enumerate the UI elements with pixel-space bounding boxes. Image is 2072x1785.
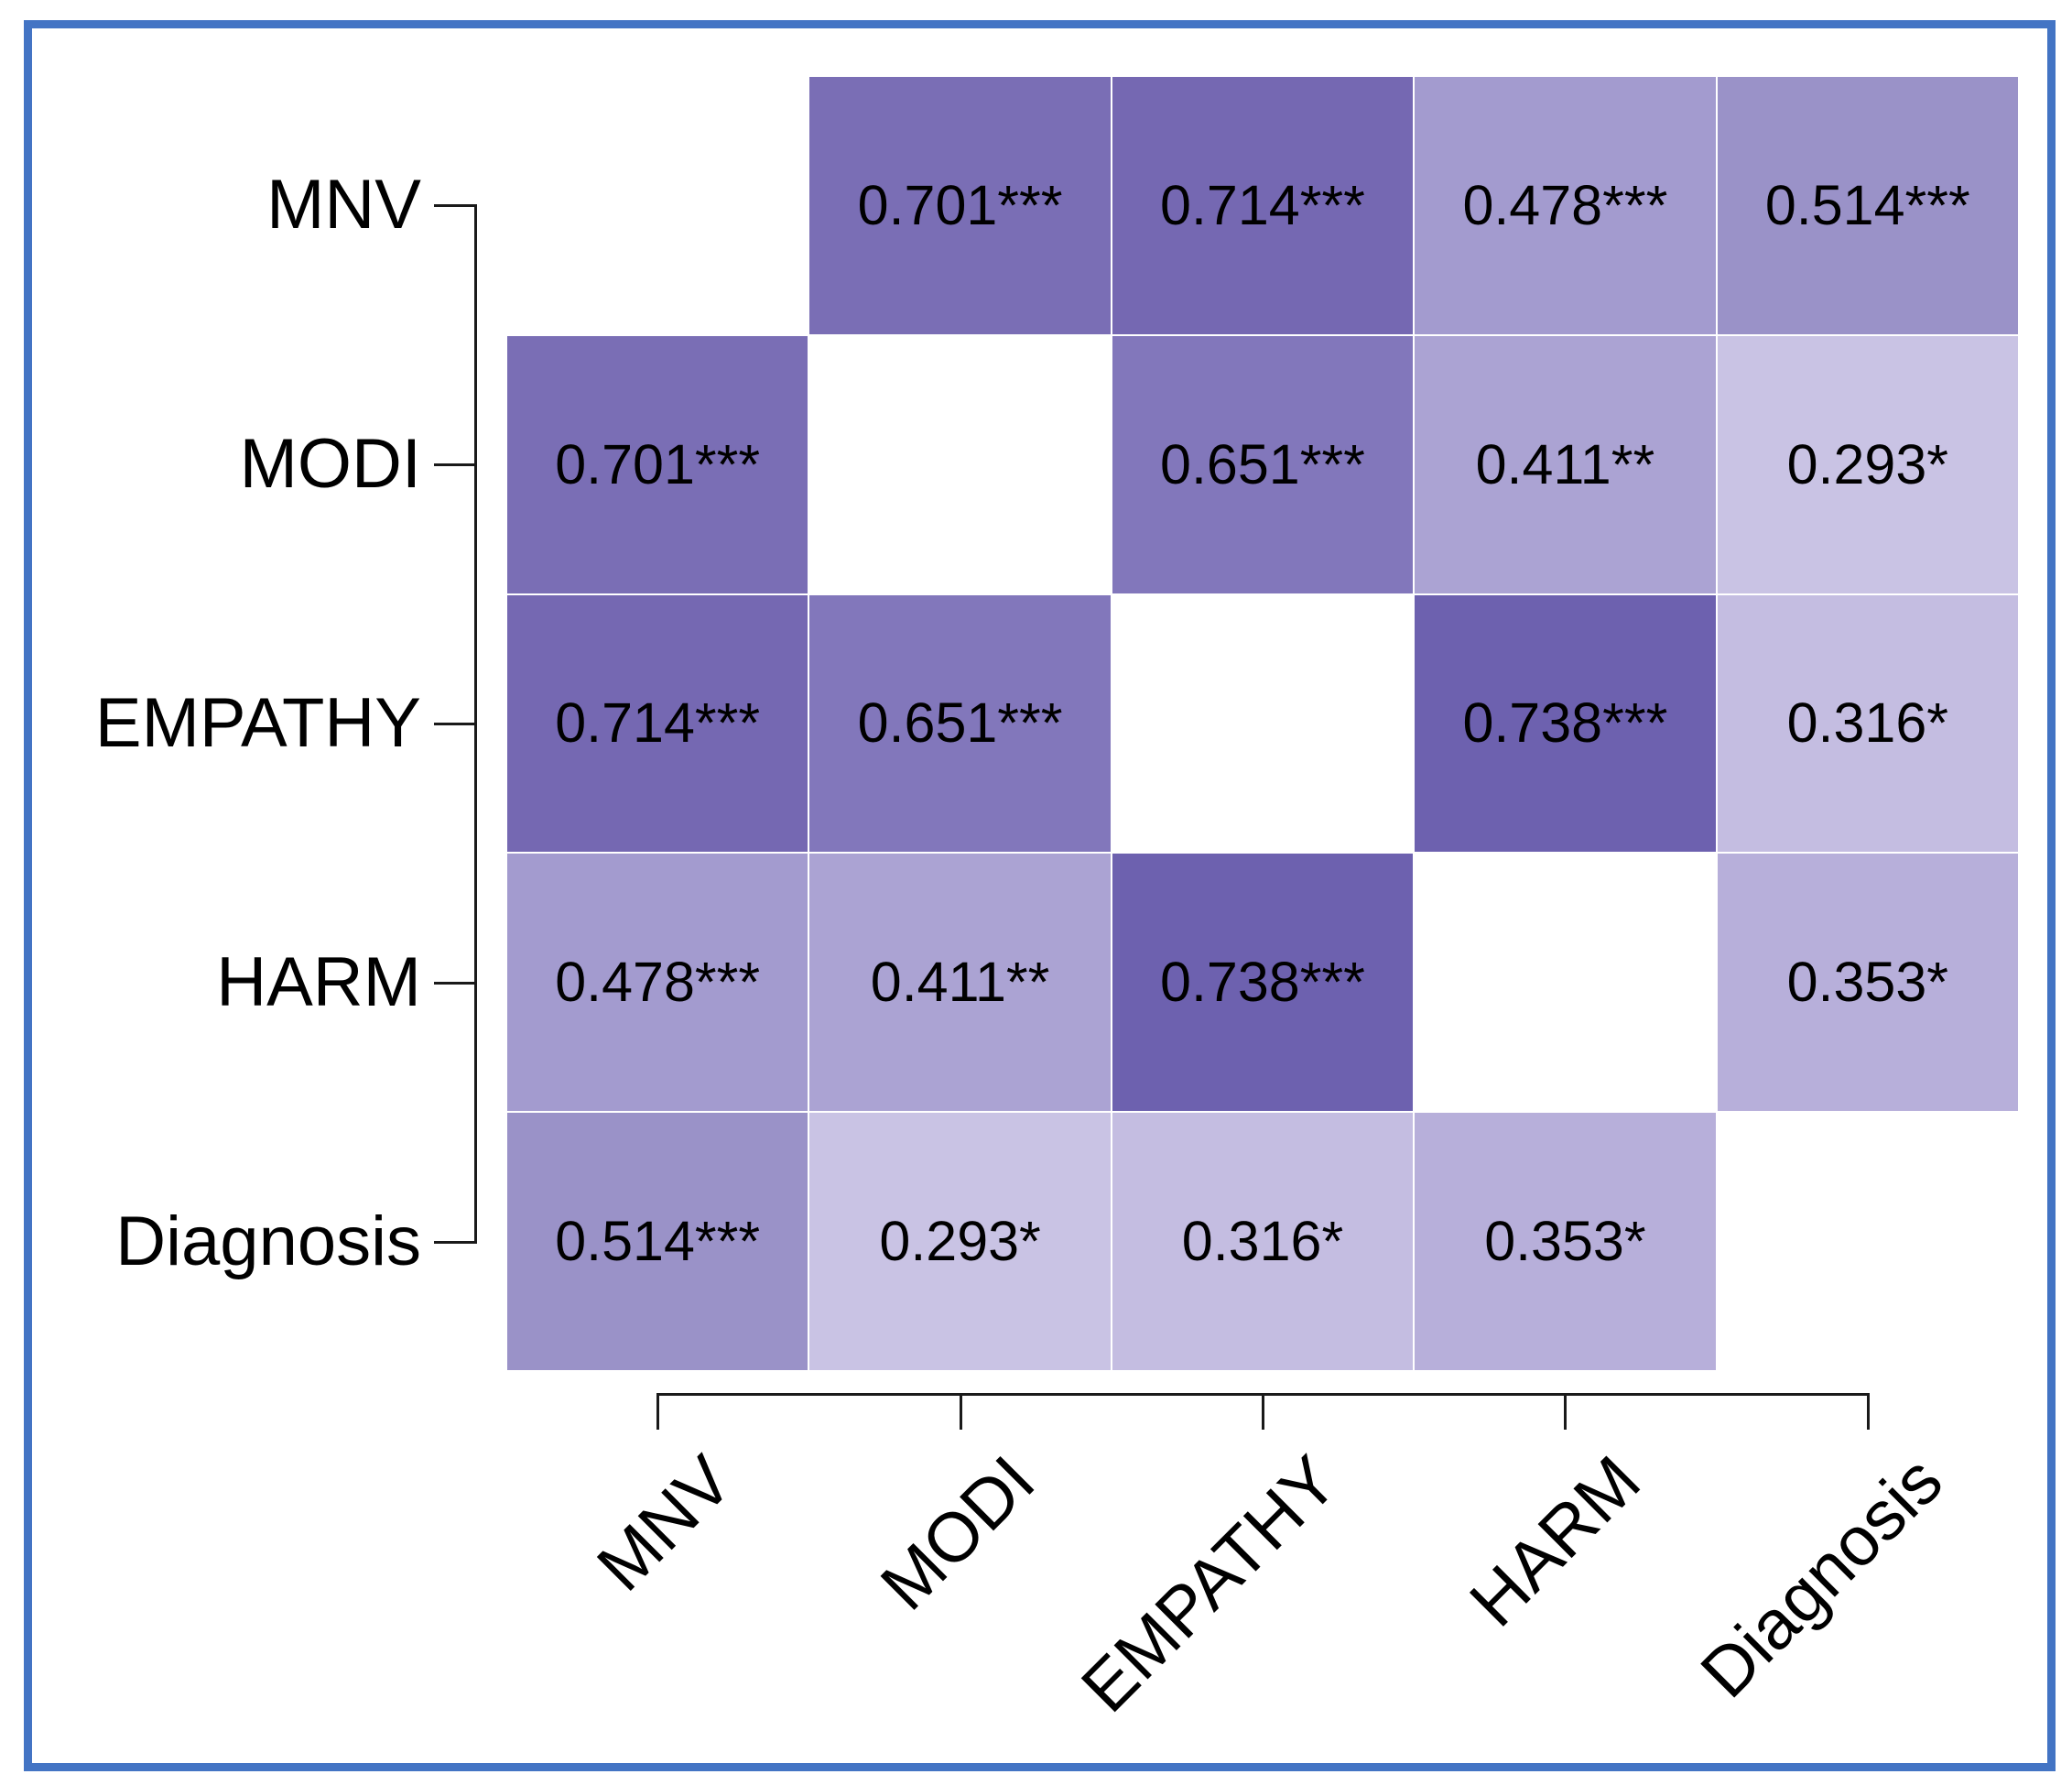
heatmap-cell-MNV-MODI: 0.701*** <box>808 76 1112 335</box>
y-axis-tick <box>434 204 476 208</box>
heatmap-cell-EMPATHY-Diagnosis: 0.316* <box>1716 593 2019 854</box>
heatmap-cell-EMPATHY-MODI: 0.651*** <box>808 593 1112 854</box>
heatmap-cell-Diagnosis-HARM: 0.353* <box>1414 1112 1717 1371</box>
x-axis-tick <box>1262 1393 1264 1430</box>
heatmap-cell-HARM-MNV: 0.478*** <box>506 853 809 1113</box>
heatmap-cell-MODI-EMPATHY: 0.651*** <box>1111 334 1415 594</box>
heatmap-cell-EMPATHY-HARM: 0.738*** <box>1414 593 1717 854</box>
figure-border <box>24 20 2056 1771</box>
y-axis-label-HARM: HARM <box>216 942 421 1021</box>
heatmap-cell-value: 0.651*** <box>1160 432 1365 495</box>
heatmap-cell-MNV-HARM: 0.478*** <box>1414 76 1717 335</box>
heatmap-cell-value: 0.714*** <box>1160 173 1365 236</box>
heatmap-cell-value: 0.478*** <box>555 951 761 1014</box>
heatmap-cell-Diagnosis-EMPATHY: 0.316* <box>1111 1112 1415 1371</box>
heatmap-cell-HARM-Diagnosis: 0.353* <box>1716 853 2019 1113</box>
heatmap-cell-value: 0.411** <box>1475 432 1655 495</box>
y-axis-tick <box>434 1240 476 1244</box>
heatmap-cell-HARM-EMPATHY: 0.738*** <box>1111 853 1415 1113</box>
heatmap-cell-MNV-Diagnosis: 0.514*** <box>1716 76 2019 335</box>
heatmap-cell-value: 0.514*** <box>555 1210 761 1273</box>
heatmap-cell-value: 0.478*** <box>1462 173 1668 236</box>
heatmap-cell-value: 0.738*** <box>1462 691 1668 755</box>
y-axis-label-MNV: MNV <box>266 166 421 245</box>
x-axis-tick <box>656 1393 660 1430</box>
heatmap-cell-EMPATHY-MNV: 0.714*** <box>506 593 809 854</box>
x-axis-tick <box>1564 1393 1568 1430</box>
heatmap-cell-value: 0.701*** <box>555 432 761 495</box>
heatmap-cell-value: 0.353* <box>1484 1210 1646 1273</box>
x-axis-tick <box>959 1393 962 1430</box>
y-axis-label-EMPATHY: EMPATHY <box>94 684 421 762</box>
y-axis-tick <box>434 723 476 725</box>
heatmap-cell-value: 0.293* <box>879 1210 1041 1273</box>
heatmap-cell-Diagnosis-MNV: 0.514*** <box>506 1112 809 1371</box>
heatmap-cell-value: 0.514*** <box>1764 173 1970 236</box>
y-axis-label-MODI: MODI <box>239 425 421 504</box>
heatmap-cell-HARM-MODI: 0.411** <box>808 853 1112 1113</box>
heatmap-cell-value: 0.293* <box>1786 432 1948 495</box>
heatmap-cell-value: 0.701*** <box>857 173 1063 236</box>
heatmap-cell-value: 0.651*** <box>857 691 1063 755</box>
heatmap-cell-value: 0.316* <box>1181 1210 1344 1273</box>
y-axis-tick <box>434 463 476 467</box>
heatmap-cell-value: 0.353* <box>1786 951 1948 1014</box>
heatmap-cell-MNV-EMPATHY: 0.714*** <box>1111 76 1415 335</box>
heatmap-cell-value: 0.714*** <box>555 691 761 755</box>
heatmap-cell-MODI-MNV: 0.701*** <box>506 334 809 594</box>
y-axis-label-Diagnosis: Diagnosis <box>115 1202 421 1280</box>
heatmap-cell-MODI-Diagnosis: 0.293* <box>1716 334 2019 594</box>
heatmap-cell-Diagnosis-MODI: 0.293* <box>808 1112 1112 1371</box>
heatmap-cell-value: 0.316* <box>1786 691 1948 755</box>
heatmap-cell-value: 0.411** <box>870 951 1050 1014</box>
x-axis-tick <box>1866 1393 1870 1430</box>
y-axis-tick <box>434 981 476 985</box>
heatmap-cell-value: 0.738*** <box>1160 951 1365 1014</box>
heatmap-cell-MODI-HARM: 0.411** <box>1414 334 1717 594</box>
